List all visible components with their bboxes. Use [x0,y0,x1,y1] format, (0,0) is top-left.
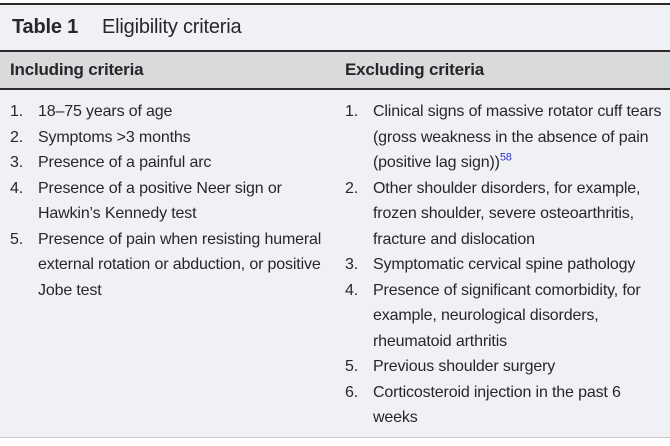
item-text: 18–75 years of age [38,103,173,120]
reference-link[interactable]: 58 [499,151,512,164]
item-number: 6. [345,383,359,401]
list-item: 1. 18–75 years of age [10,99,329,125]
list-item: 3. Presence of a painful arc [10,150,329,176]
including-criteria-column: 1. 18–75 years of age 2. Symptoms >3 mon… [0,99,335,303]
caption-title: Eligibility criteria [102,16,242,38]
item-text: Symptomatic cervical spine pathology [373,256,636,273]
column-header-excluding: Excluding criteria [345,60,485,79]
eligibility-table: Table 1 Eligibility criteria Including c… [0,3,670,438]
item-text: Other shoulder disorders, for example, f… [373,179,641,248]
item-text: Presence of a painful arc [38,154,212,171]
item-number: 2. [345,179,359,197]
item-text: Clinical signs of massive rotator cuff t… [373,99,664,176]
item-number: 5. [345,358,359,375]
item-number: 3. [10,154,24,171]
item-text: Corticosteroid injection in the past 6 w… [373,383,621,427]
list-item: 3. Symptomatic cervical spine pathology [345,252,664,278]
table-caption: Table 1 Eligibility criteria [0,5,670,50]
item-number: 3. [345,256,359,273]
list-item: 2. Symptoms >3 months [10,125,329,151]
list-item: 4. Presence of significant comorbidity, … [345,278,664,355]
item-text: Presence of pain when resisting humeral … [38,230,322,299]
item-text-main: Clinical signs of massive rotator cuff t… [373,103,662,171]
list-item: 5. Presence of pain when resisting humer… [10,227,329,304]
list-item: 2. Other shoulder disorders, for example… [345,176,664,253]
reference-superscript: 58 [500,152,512,164]
list-item: 1. Clinical signs of massive rotator cuf… [345,99,664,176]
item-text: Previous shoulder surgery [373,358,556,375]
column-header-including: Including criteria [10,60,144,79]
excluding-criteria-column: 1. Clinical signs of massive rotator cuf… [335,99,670,431]
item-number: 4. [10,179,24,197]
list-item: 5. Previous shoulder surgery [345,354,664,380]
table-top-rule [0,3,670,5]
table-body: 1. 18–75 years of age 2. Symptoms >3 mon… [0,90,670,438]
table-header-row: Including criteria Excluding criteria [0,50,670,90]
item-number: 1. [345,103,359,120]
item-number: 4. [345,281,359,299]
item-text: Presence of significant comorbidity, for… [373,281,641,350]
item-number: 1. [10,103,24,120]
item-text: Symptoms >3 months [38,128,191,146]
item-text: Presence of a positive Neer sign or Hawk… [38,179,282,223]
item-number: 2. [10,128,24,146]
list-item: 4. Presence of a positive Neer sign or H… [10,176,329,227]
item-number: 5. [10,230,24,248]
caption-label: Table 1 [12,16,79,38]
list-item: 6. Corticosteroid injection in the past … [345,380,664,431]
